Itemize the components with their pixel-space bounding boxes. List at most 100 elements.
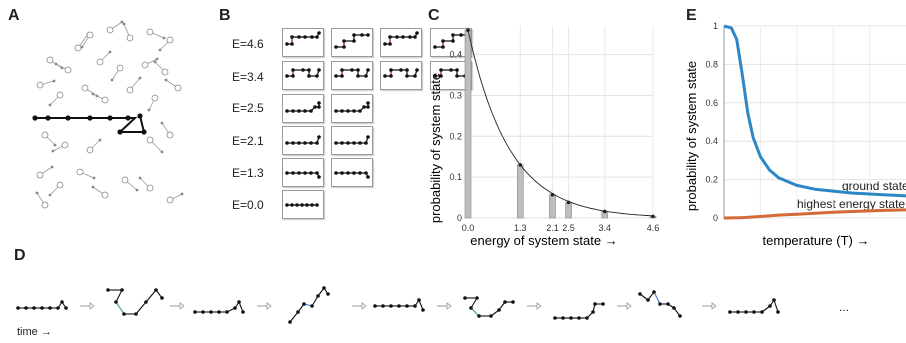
particle: [126, 86, 134, 94]
connected-chain: [32, 113, 147, 135]
state-thumbnail: [331, 126, 373, 155]
particle: [41, 201, 49, 209]
y-tick-label: 0.2: [705, 175, 718, 185]
particle-arrowhead: [108, 50, 112, 54]
y-tick-label: 0.6: [705, 98, 718, 108]
energy-label-4-6: E=4.6: [232, 37, 264, 51]
state-thumbnail: [282, 190, 324, 219]
particle: [151, 94, 159, 102]
particle: [74, 44, 82, 52]
particle: [166, 131, 174, 139]
y-tick-label: 0.4: [705, 136, 718, 146]
particle-arrowhead: [53, 143, 57, 147]
fit-curve: [467, 29, 654, 217]
panel-d-time-sequence: [16, 286, 780, 324]
particle: [161, 68, 169, 76]
particle-arrowhead: [51, 149, 55, 153]
particle: [166, 36, 174, 44]
time-axis-label: time →: [17, 326, 52, 338]
particle: [106, 26, 114, 34]
sequence-state: [16, 300, 68, 310]
x-axis-label: temperature (T) →: [763, 233, 870, 248]
state-thumbnail: [331, 28, 373, 57]
particle: [121, 176, 129, 184]
series-label-ground-state: ground state: [842, 179, 906, 193]
bar: [516, 164, 524, 219]
sequence-state: [373, 298, 425, 312]
particle-arrowhead: [153, 60, 157, 64]
series-label-highest-energy-state: highest energy state: [797, 197, 905, 211]
particle-arrowhead: [155, 57, 159, 61]
particle-arrowhead: [162, 36, 166, 40]
bar: [565, 202, 572, 219]
series-line: [723, 208, 906, 220]
x-tick-label: 0.0: [462, 223, 475, 233]
particle-arrowhead: [160, 121, 164, 125]
particle: [36, 171, 44, 179]
panel-a-particle-diagram: [32, 20, 184, 209]
y-tick-label: 1: [713, 21, 718, 31]
state-thumbnail: [282, 61, 324, 90]
particle-arrowhead: [80, 45, 84, 49]
particle-arrowhead: [92, 176, 96, 180]
particle: [61, 141, 69, 149]
particle-arrowhead: [164, 78, 168, 82]
sequence-arrow-icon: [257, 302, 272, 310]
particle: [146, 184, 154, 192]
state-thumbnail: [331, 94, 373, 123]
particle: [46, 56, 54, 64]
particle-arrowhead: [135, 188, 139, 192]
particle-arrowhead: [48, 103, 52, 107]
energy-label-2-5: E=2.5: [232, 101, 264, 115]
y-tick-label: 0.4: [449, 50, 462, 60]
sequence-state: [638, 290, 682, 318]
sequence-state: [106, 288, 164, 316]
particle-arrowhead: [54, 62, 58, 66]
state-thumbnail: [282, 158, 324, 187]
particle: [41, 131, 49, 139]
state-thumbnail: [282, 28, 324, 57]
bar-top-point: [466, 28, 470, 32]
sequence-arrow-icon: [80, 302, 95, 310]
particle-arrowhead: [48, 193, 52, 197]
particle-arrowhead: [138, 176, 142, 180]
state-thumbnail: [331, 158, 373, 187]
bar: [464, 29, 472, 219]
particle-arrowhead: [35, 191, 39, 195]
x-tick-label: 3.4: [598, 223, 611, 233]
sequence-state: [728, 298, 780, 314]
particle-arrowhead: [180, 192, 184, 196]
energy-label-1-3: E=1.3: [232, 166, 264, 180]
particle-arrowhead: [158, 48, 162, 52]
sequence-arrow-icon: [617, 302, 632, 310]
particle: [81, 84, 89, 92]
y-tick-label: 0.2: [449, 131, 462, 141]
sequence-arrow-icon: [437, 302, 452, 310]
sequence-state: [553, 302, 605, 320]
energy-label-0-0: E=0.0: [232, 198, 264, 212]
y-tick-label: 0.8: [705, 59, 718, 69]
particle: [126, 34, 134, 42]
state-thumbnail: [331, 61, 373, 90]
sequence-ellipsis: ...: [839, 300, 850, 314]
x-tick-label: 1.3: [514, 223, 527, 233]
particle: [64, 66, 72, 74]
panel-letter-e: E: [686, 7, 697, 24]
x-axis-label: energy of system state →: [470, 233, 617, 248]
particle-arrowhead: [138, 76, 142, 80]
state-thumbnail: [282, 126, 324, 155]
sequence-state: [288, 286, 330, 324]
x-tick-label: 4.6: [647, 223, 660, 233]
sequence-state: [463, 296, 515, 318]
particle: [76, 168, 84, 176]
bar: [549, 194, 556, 219]
particle-arrowhead: [98, 138, 102, 142]
particle: [56, 91, 64, 99]
sequence-arrow-icon: [702, 302, 717, 310]
state-thumbnail: [380, 61, 422, 90]
y-axis-label: probability of system state: [684, 61, 699, 211]
particle: [36, 81, 44, 89]
y-tick-label: 0: [713, 213, 718, 223]
x-tick-label: 2.5: [562, 223, 575, 233]
panel-c-probability-vs-energy-chart: probability of system state energy of sy…: [428, 26, 660, 248]
